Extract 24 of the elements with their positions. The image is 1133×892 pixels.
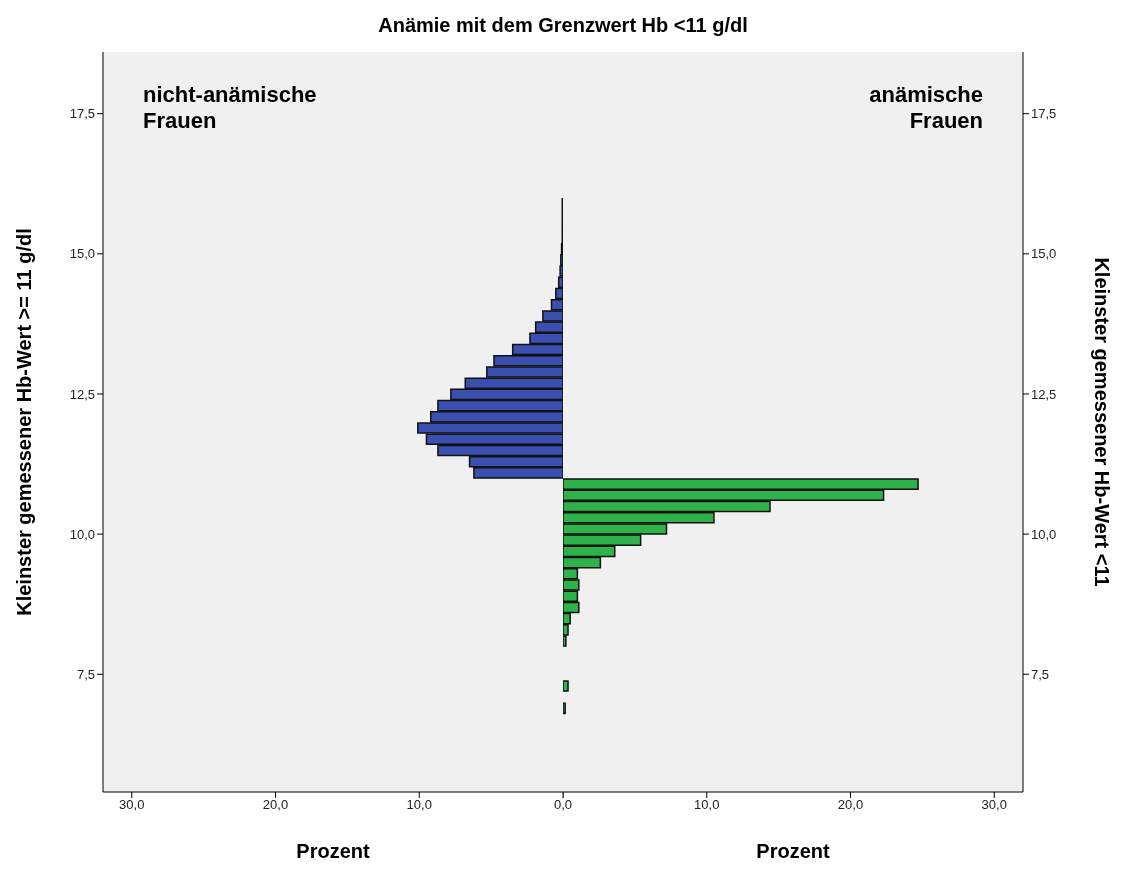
- x-tick-label: 30,0: [119, 797, 145, 813]
- y-tick-label: 10,0: [69, 526, 95, 542]
- x-tick-label: 0,0: [553, 797, 573, 813]
- y2-tick-label: 12,5: [1031, 386, 1057, 402]
- annotation: nicht-anämische Frauen: [143, 82, 318, 134]
- x-tick-label: 20,0: [837, 797, 864, 813]
- y2-tick-label: 7,5: [1031, 666, 1050, 682]
- y-tick-label: 15,0: [69, 246, 95, 262]
- y2-axis-title: Kleinster gemessener Hb-Wert <11: [1091, 257, 1113, 587]
- x-tick-label: 30,0: [981, 797, 1007, 813]
- y2-tick-label: 17,5: [1031, 106, 1057, 122]
- x-tick-label: 10,0: [694, 797, 720, 813]
- y2-tick-label: 10,0: [1031, 526, 1057, 542]
- x-tick-label: 10,0: [406, 797, 432, 813]
- y-axis-title: Kleinster gemessener Hb-Wert >= 11 g/dl: [13, 228, 35, 616]
- chart-title: Anämie mit dem Grenzwert Hb <11 g/dl: [377, 13, 749, 38]
- x-tick-label: 20,0: [262, 797, 289, 813]
- y-tick-label: 17,5: [69, 106, 95, 122]
- x-axis-title: Prozent: [296, 840, 371, 862]
- y2-tick-label: 15,0: [1031, 246, 1057, 262]
- y-tick-label: 7,5: [76, 666, 95, 682]
- y-tick-label: 12,5: [69, 386, 95, 402]
- annotation: anämische Frauen: [868, 82, 983, 134]
- x-axis-title: Prozent: [756, 840, 831, 862]
